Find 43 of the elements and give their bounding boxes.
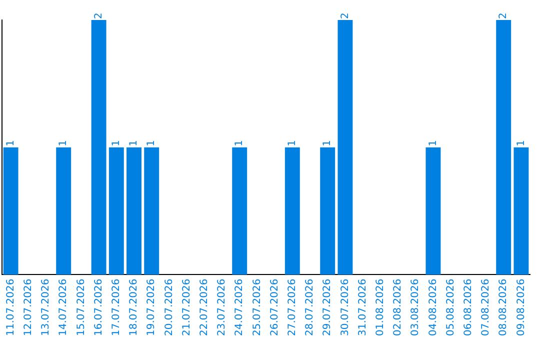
x-tick-label: 19.07.2026 [146,278,158,336]
x-tick-label: 02.08.2026 [392,278,404,336]
x-tick-label: 06.08.2026 [462,278,474,336]
data-label: 2 [340,12,351,19]
data-label: 1 [322,140,334,146]
data-label: 1 [128,140,140,146]
x-tick-label: 20.07.2026 [164,278,175,336]
data-label: 1 [286,140,298,146]
x-tick-label: 04.08.2026 [428,278,439,336]
x-tick-label: 26.07.2026 [269,278,280,336]
x-tick-label: 15.07.2026 [76,278,87,336]
x-tick-label: 17.07.2026 [110,278,122,336]
data-label: 1 [5,140,16,146]
x-tick-label: 07.08.2026 [480,278,492,336]
x-tick-label: 13.07.2026 [40,278,52,336]
x-tick-label: 27.07.2026 [286,278,298,336]
data-label: 1 [428,140,439,146]
data-label: 2 [498,12,510,19]
x-tick-label: 09.08.2026 [516,278,527,336]
x-tick-label: 11.07.2026 [5,278,16,336]
data-label: 1 [58,140,70,146]
data-label: 1 [234,140,246,146]
x-tick-label: 01.08.2026 [374,278,386,336]
x-tick-label: 12.07.2026 [22,278,34,336]
x-tick-label: 31.07.2026 [357,278,368,336]
data-label: 2 [93,12,104,19]
x-tick-label: 05.08.2026 [445,278,456,336]
x-tick-label: 08.08.2026 [498,278,510,336]
data-label: 1 [146,140,158,146]
x-tick-label: 16.07.2026 [93,278,104,336]
x-tick-label: 30.07.2026 [340,278,351,336]
data-label: 1 [516,140,527,146]
x-tick-label: 24.07.2026 [234,278,246,336]
x-tick-label: 23.07.2026 [216,278,228,336]
x-tick-label: 28.07.2026 [304,278,316,336]
x-tick-label: 21.07.2026 [181,278,192,336]
x-tick-label: 18.07.2026 [128,278,140,336]
x-tick-label: 14.07.2026 [58,278,70,336]
x-tick-label: 29.07.2026 [322,278,334,336]
data-label: 1 [110,140,122,146]
x-tick-label: 03.08.2026 [410,278,422,336]
x-tick-label: 22.07.2026 [198,278,210,336]
x-tick-label: 25.07.2026 [252,278,263,336]
